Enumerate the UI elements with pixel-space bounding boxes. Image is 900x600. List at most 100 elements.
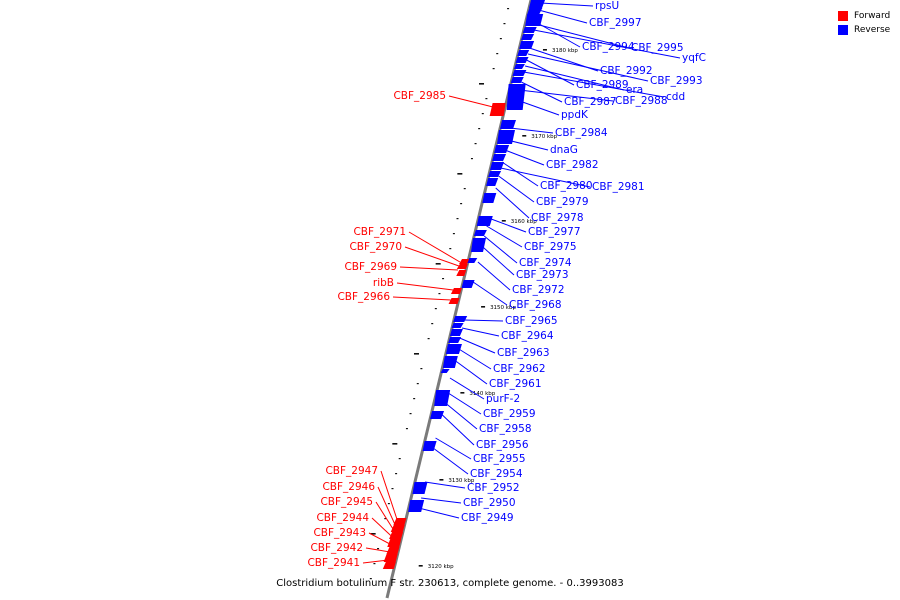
- reverse-label-connector: [504, 149, 545, 166]
- reverse-label-connector: [456, 347, 492, 370]
- reverse-gene-label: CBF_2993: [650, 75, 703, 87]
- reverse-label-connector: [440, 413, 475, 446]
- scale-tick-mark: [522, 135, 527, 137]
- forward-label-connector: [375, 501, 396, 533]
- scale-tick-mark: [460, 392, 465, 394]
- reverse-label-connector: [524, 65, 625, 91]
- inner-tick: [496, 53, 499, 55]
- inner-tick: [507, 8, 510, 10]
- reverse-gene-label: CBF_2974: [519, 257, 572, 269]
- forward-gene-label: CBF_2985: [393, 90, 446, 102]
- reverse-label-connector: [510, 127, 554, 134]
- reverse-gene-block: [527, 8, 543, 14]
- reverse-gene-block: [449, 329, 463, 336]
- reverse-gene-label: CBF_2954: [470, 468, 523, 480]
- reverse-gene-block: [467, 258, 478, 263]
- inner-tick: [405, 428, 408, 430]
- reverse-label-connector: [418, 507, 460, 519]
- inner-tick: [391, 488, 394, 490]
- scale-tick-mark: [439, 479, 444, 481]
- reverse-gene-block: [492, 154, 507, 161]
- inner-tick: [420, 368, 423, 370]
- reverse-gene-label: CBF_2956: [476, 439, 529, 451]
- scale-tick-label: 3130 kbp: [448, 478, 474, 484]
- inner-tick: [460, 203, 463, 205]
- reverse-gene-block: [510, 77, 524, 83]
- reverse-label-connector: [500, 167, 591, 188]
- forward-gene-block: [387, 539, 402, 547]
- inner-tick: [377, 548, 380, 550]
- inner-tick: [463, 188, 466, 190]
- forward-gene-label: CBF_2970: [349, 241, 402, 253]
- reverse-label-connector: [446, 391, 482, 415]
- forward-gene-block: [393, 518, 407, 525]
- reverse-gene-block: [529, 0, 546, 8]
- reverse-gene-block: [500, 120, 517, 129]
- inner-tick: [481, 113, 484, 115]
- forward-gene-label: CBF_2946: [322, 481, 375, 493]
- reverse-gene-block: [461, 280, 475, 288]
- reverse-gene-label: CBF_2987: [564, 96, 617, 108]
- reverse-gene-block: [525, 14, 544, 26]
- reverse-label-connector: [533, 29, 681, 59]
- reverse-gene-label: dnaG: [550, 144, 578, 156]
- reverse-gene-label: cdd: [666, 91, 685, 103]
- inner-tick: [398, 458, 401, 460]
- forward-gene-block: [456, 264, 468, 269]
- inner-tick: [427, 338, 430, 340]
- forward-gene-label: CBF_2947: [325, 465, 378, 477]
- reverse-gene-label: CBF_2952: [467, 482, 520, 494]
- reverse-label-connector: [454, 359, 488, 385]
- reverse-gene-label: CBF_2975: [524, 241, 577, 253]
- reverse-gene-block: [522, 27, 537, 33]
- reverse-label-connector: [538, 9, 588, 24]
- reverse-swatch: [838, 25, 848, 35]
- inner-tick: [416, 383, 419, 385]
- inner-tick: [474, 143, 477, 145]
- forward-gene-block: [448, 298, 460, 304]
- inner-tick: [503, 23, 506, 25]
- reverse-gene-label: CBF_2988: [615, 95, 668, 107]
- reverse-label-connector: [507, 139, 549, 151]
- inner-tick: [370, 533, 376, 535]
- reverse-label-connector: [501, 161, 539, 187]
- reverse-gene-block: [488, 171, 502, 177]
- forward-label-connector: [448, 95, 498, 109]
- inner-tick: [470, 158, 473, 160]
- scale-tick-label: 3120 kbp: [428, 564, 454, 570]
- reverse-gene-block: [519, 41, 535, 49]
- reverse-label-connector: [477, 261, 511, 291]
- reverse-gene-block: [451, 323, 464, 328]
- reverse-gene-label: CBF_2964: [501, 330, 554, 342]
- inner-tick: [434, 308, 437, 310]
- forward-label-connector: [392, 296, 451, 301]
- forward-label-connector: [380, 470, 399, 522]
- reverse-gene-block: [453, 316, 468, 322]
- reverse-gene-label: CBF_2962: [493, 363, 546, 375]
- reverse-gene-block: [486, 178, 499, 186]
- forward-label-connector: [377, 486, 397, 528]
- inner-tick: [479, 83, 485, 85]
- reverse-gene-label: CBF_2977: [528, 226, 581, 238]
- reverse-gene-label: CBF_2984: [555, 127, 608, 139]
- forward-swatch: [838, 11, 848, 21]
- reverse-gene-label: CBF_2965: [505, 315, 558, 327]
- inner-tick: [387, 503, 390, 505]
- reverse-gene-label: CBF_2955: [473, 453, 526, 465]
- reverse-label-connector: [488, 217, 527, 233]
- inner-tick: [369, 578, 372, 580]
- reverse-label-connector: [421, 497, 462, 504]
- reverse-gene-label: CBF_2989: [576, 79, 629, 91]
- scale-ticks: 3120 kbp 3130 kbp 3140 kbp 3150 kbp 3160 kbp…: [418, 48, 578, 570]
- inner-tick: [452, 233, 455, 235]
- inner-tick-marks: [369, 8, 510, 580]
- forward-gene-label: CBF_2966: [337, 291, 390, 303]
- inner-tick: [392, 443, 398, 445]
- forward-label-connector: [365, 547, 391, 553]
- inner-tick: [499, 38, 502, 40]
- reverse-gene-block: [412, 482, 428, 494]
- reverse-legend-label: Reverse: [854, 25, 891, 35]
- reverse-label-connector: [521, 81, 563, 103]
